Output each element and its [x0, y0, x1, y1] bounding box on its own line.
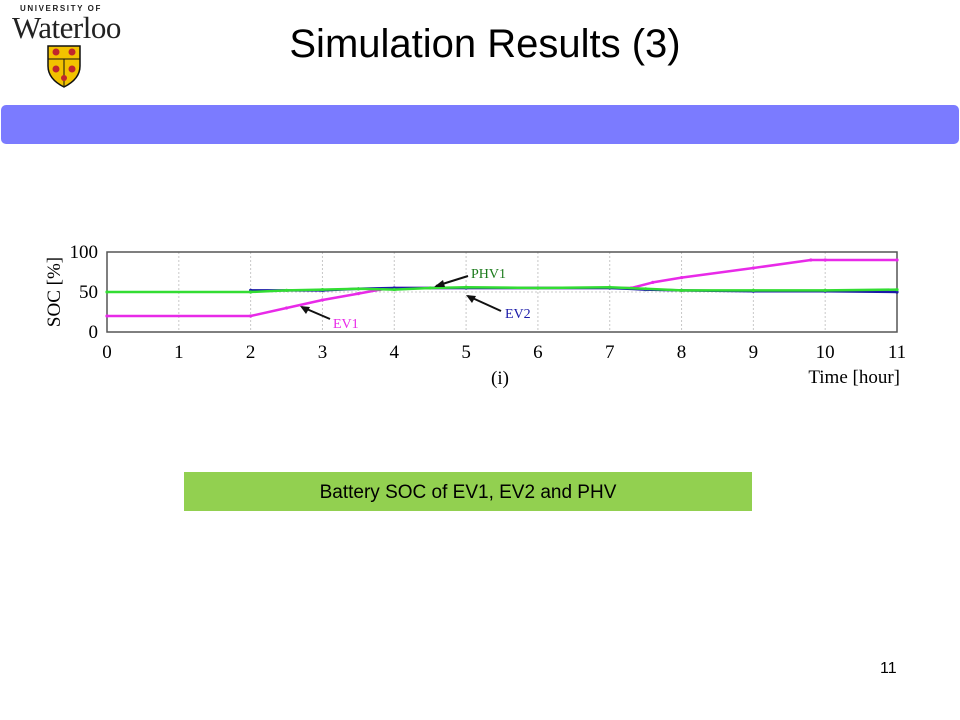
data-point-ev1-1	[249, 314, 253, 318]
annotation-ev1: EV1	[300, 306, 359, 332]
y-tick-label-1: 50	[79, 282, 98, 303]
annotation-phv1-label: PHV1	[471, 267, 506, 282]
annotation-ev2-arrowhead	[466, 295, 476, 303]
data-point-phv1-4	[356, 287, 360, 291]
y-axis-label: SOC [%]	[44, 257, 65, 327]
x-axis-label: Time [hour]	[808, 367, 900, 388]
data-point-ev1-8	[651, 280, 655, 284]
soc-chart: 0 1 2 3 4 5 6 7 8 9 10 11 0 50 100 SOC [%] Time [hour…	[44, 242, 906, 389]
data-point-phv1-13	[823, 288, 827, 292]
data-point-phv1-1	[249, 290, 253, 294]
x-tick-label-1: 1	[174, 342, 184, 363]
data-point-ev1-13	[895, 258, 899, 262]
slide-title: Simulation Results (3)	[289, 22, 681, 66]
x-tick-label-8: 8	[677, 342, 687, 363]
y-tick-label-0: 0	[89, 322, 99, 343]
data-point-ev1-10	[751, 266, 755, 270]
x-tick-label-9: 9	[749, 342, 759, 363]
x-tick-label-7: 7	[605, 342, 615, 363]
x-tick-label-0: 0	[102, 342, 112, 363]
annotation-ev2-label: EV2	[505, 307, 531, 322]
data-point-ev1-9	[679, 276, 684, 280]
data-point-ev1-3	[320, 298, 325, 302]
x-tick-labels: 0 1 2 3 4 5 6 7 8 9 10 11	[102, 342, 906, 363]
annotation-phv1-arrowhead	[434, 280, 445, 287]
logo-top-text: UNIVERSITY OF	[20, 4, 102, 13]
data-point-phv1-5	[392, 288, 396, 292]
x-tick-label-10: 10	[816, 342, 835, 363]
university-logo: UNIVERSITY OF Waterloo	[6, 2, 130, 94]
data-point-phv1-6	[428, 286, 432, 290]
x-tick-label-11: 11	[888, 342, 906, 363]
data-point-ev1-12	[823, 258, 827, 262]
x-tick-label-3: 3	[318, 342, 328, 363]
annotation-ev2: EV2	[466, 295, 531, 322]
data-point-phv1-3	[320, 288, 325, 292]
logo-wordmark: Waterloo	[12, 10, 121, 45]
y-tick-labels: 0 50 100	[70, 242, 99, 343]
crest-icon	[47, 45, 81, 88]
data-point-phv1-8	[536, 286, 540, 290]
data-point-phv1-10	[644, 287, 648, 291]
data-point-phv1-0	[105, 290, 109, 294]
data-point-ev1-11	[809, 258, 813, 262]
y-tick-label-2: 100	[70, 242, 99, 263]
data-point-ev2-11	[895, 290, 899, 294]
page-number: 11	[880, 660, 897, 677]
data-point-phv1-9	[608, 285, 612, 289]
data-point-phv1-12	[751, 288, 755, 292]
figure-caption: Battery SOC of EV1, EV2 and PHV	[184, 472, 752, 511]
data-point-phv1-2	[284, 288, 289, 292]
annotation-ev1-label: EV1	[333, 317, 359, 332]
data-point-ev1-2	[284, 306, 289, 310]
annotation-phv1: PHV1	[434, 267, 506, 287]
series-line-phv1	[107, 285, 898, 294]
data-point-phv1-14	[895, 288, 899, 292]
x-tick-label-2: 2	[246, 342, 256, 363]
subplot-label: (i)	[491, 368, 509, 389]
x-tick-label-4: 4	[390, 342, 400, 363]
annotation-ev1-arrowhead	[300, 306, 310, 314]
data-point-phv1-7	[464, 285, 468, 289]
data-point-phv1-11	[679, 288, 684, 292]
x-tick-label-6: 6	[533, 342, 543, 363]
title-underline-bar	[1, 105, 959, 144]
data-point-ev1-0	[105, 314, 109, 318]
x-tick-label-5: 5	[461, 342, 471, 363]
chart-series	[105, 258, 899, 318]
data-point-ev1-4	[356, 292, 360, 296]
